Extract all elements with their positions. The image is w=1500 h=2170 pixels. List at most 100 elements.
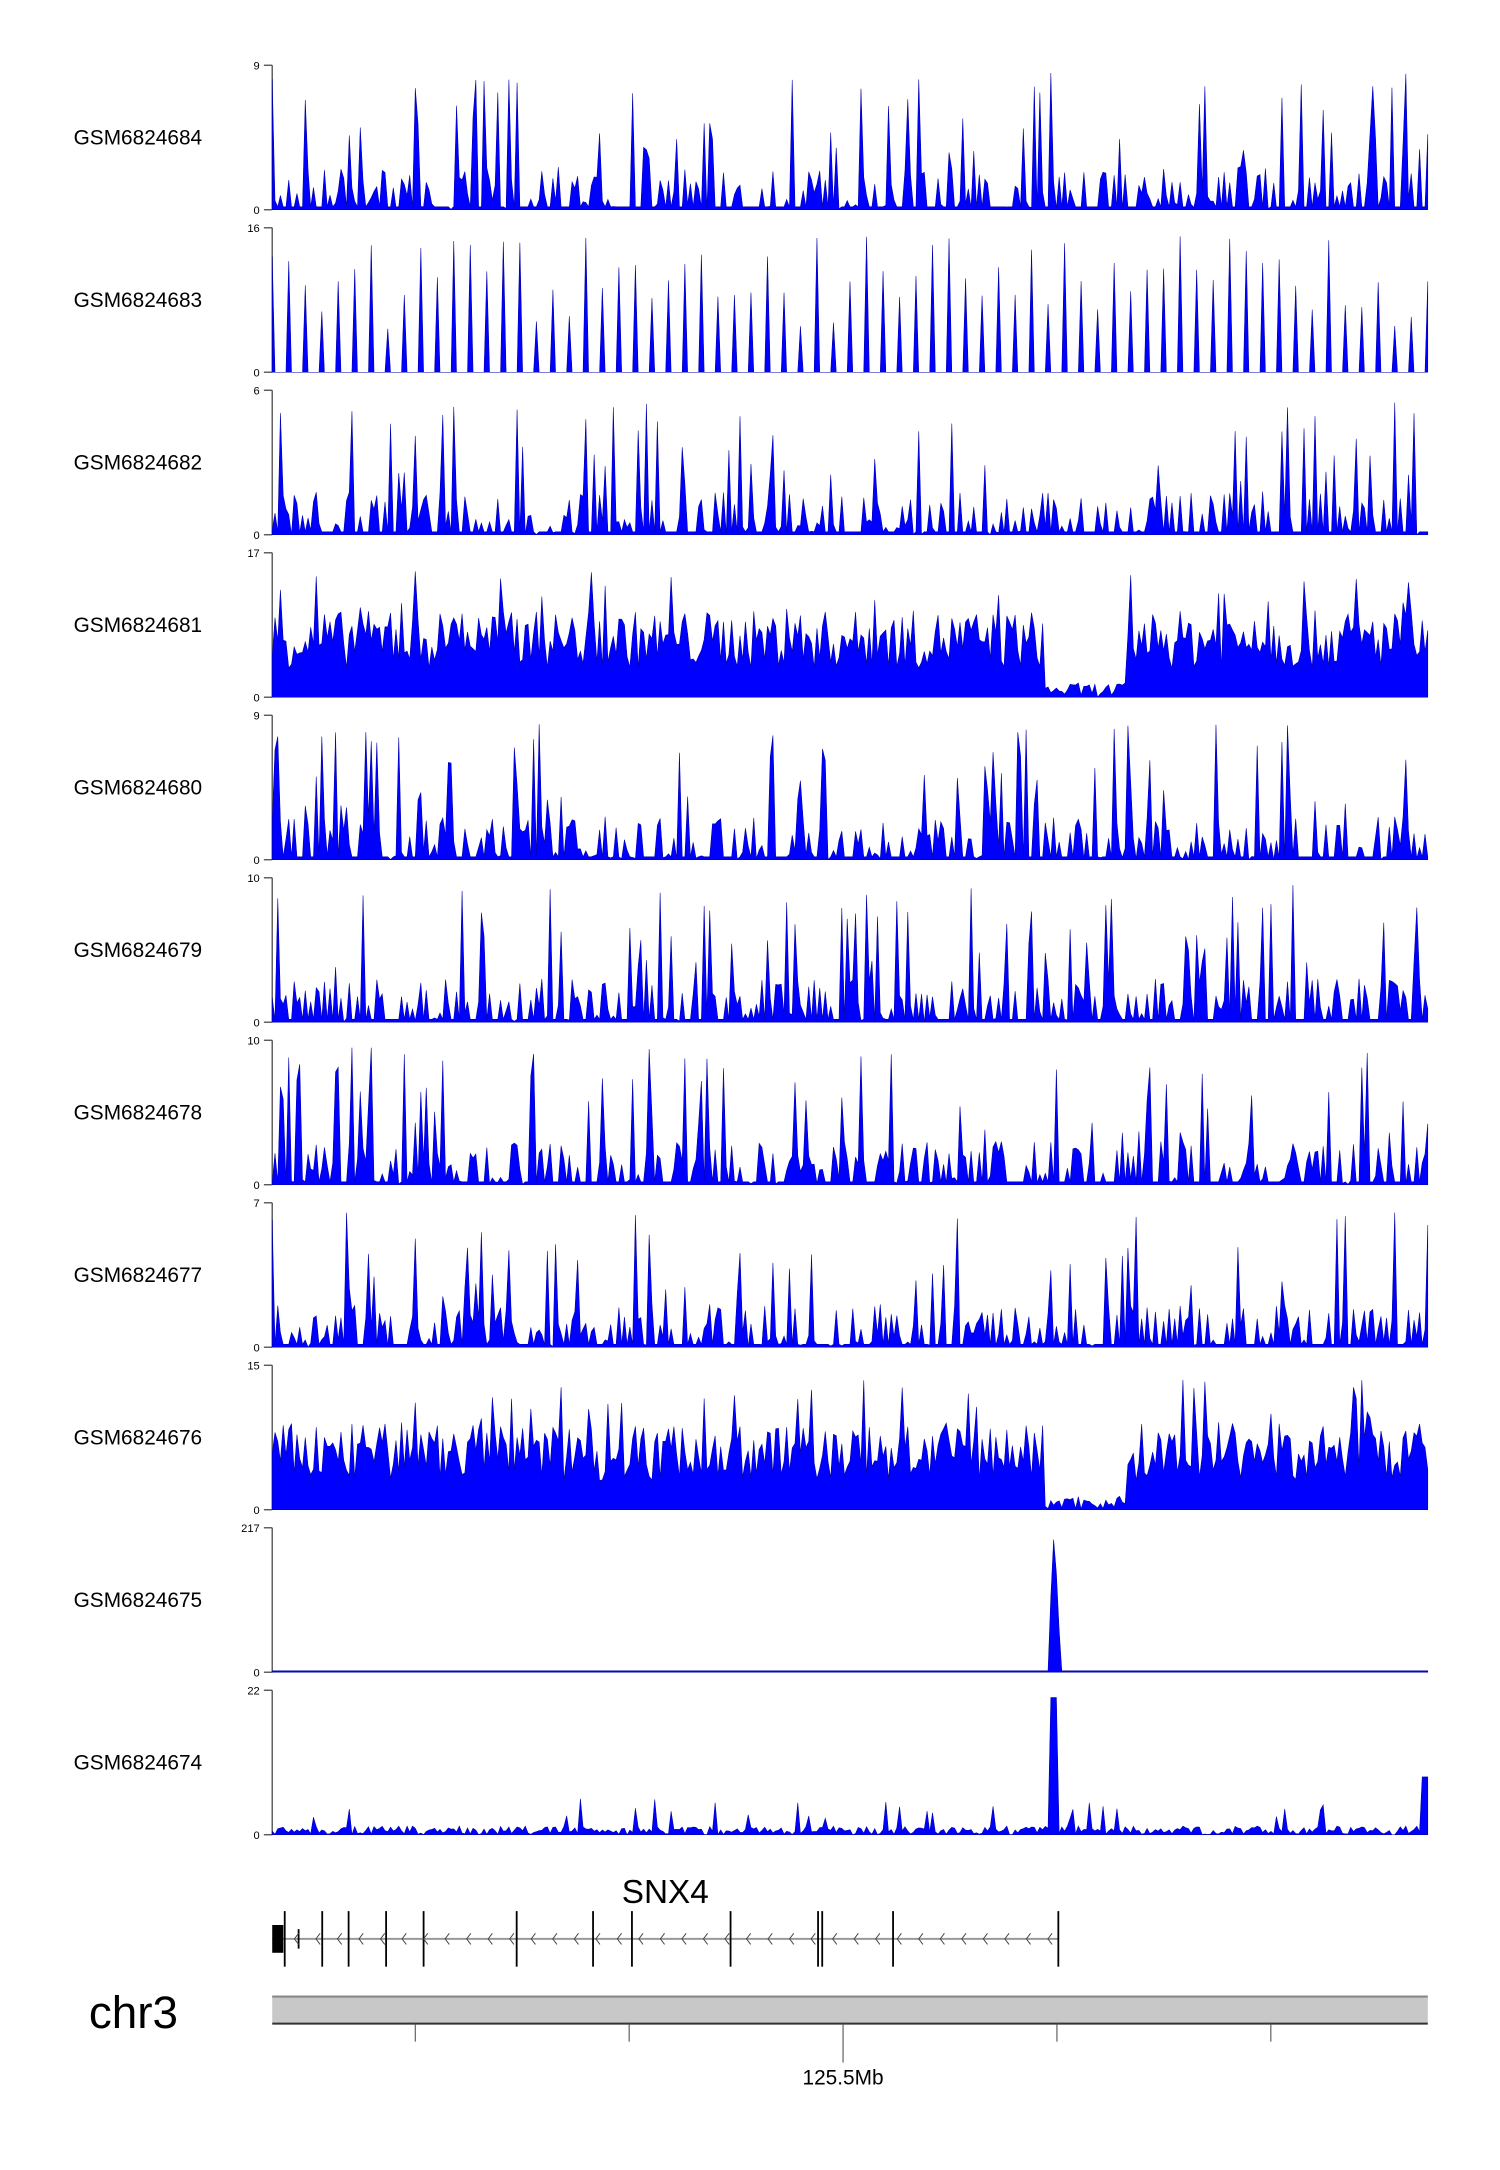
ideogram: chr3 125.5Mb (89, 1987, 1428, 2090)
y-max-label: 10 (247, 1035, 259, 1047)
strand-arrow (487, 1933, 493, 1945)
y-max-label: 9 (254, 60, 260, 72)
y-min-label: 0 (254, 530, 260, 542)
signal-area (271, 73, 1429, 210)
track-label: GSM6824675 (74, 1589, 203, 1612)
strand-arrow (595, 1933, 601, 1945)
track-label: GSM6824674 (74, 1751, 203, 1774)
strand-arrow (681, 1933, 687, 1945)
strand-arrow (961, 1933, 967, 1945)
track-GSM6824684: GSM6824684 9 0 (74, 60, 1429, 217)
signal-area (271, 1379, 1429, 1510)
strand-arrow (423, 1933, 429, 1945)
signal-area (271, 402, 1429, 536)
strand-arrow (1047, 1933, 1053, 1945)
strand-arrow (875, 1933, 881, 1945)
y-min-label: 0 (254, 205, 260, 217)
strand-arrow (853, 1933, 859, 1945)
strand-arrow (896, 1933, 902, 1945)
strand-arrow (444, 1933, 450, 1945)
y-max-label: 16 (247, 223, 259, 235)
strand-arrow (379, 1933, 386, 1945)
strand-arrow (358, 1933, 364, 1945)
signal-area (271, 1697, 1429, 1836)
strand-arrow (336, 1933, 343, 1945)
x-axis-label: 125.5Mb (803, 2067, 884, 2090)
track-GSM6824680: GSM6824680 9 0 (74, 710, 1429, 867)
y-min-label: 0 (254, 855, 260, 867)
strand-arrow (1004, 1933, 1010, 1945)
track-label: GSM6824677 (74, 1264, 203, 1287)
track-GSM6824679: GSM6824679 10 0 (74, 873, 1429, 1029)
track-GSM6824683: GSM6824683 16 0 (74, 223, 1429, 379)
gene-name: SNX4 (622, 1874, 709, 1911)
track-label: GSM6824679 (74, 939, 203, 962)
y-max-label: 9 (254, 710, 260, 722)
y-min-label: 0 (254, 367, 260, 379)
signal-area (271, 1212, 1429, 1348)
y-max-label: 22 (247, 1685, 259, 1697)
y-min-label: 0 (254, 1342, 260, 1354)
strand-arrow (702, 1933, 709, 1945)
y-min-label: 0 (254, 1180, 260, 1192)
strand-arrow (745, 1933, 752, 1945)
signal-area (271, 236, 1429, 373)
track-label: GSM6824676 (74, 1426, 203, 1449)
signal-area (271, 1539, 1429, 1673)
strand-arrow (552, 1933, 558, 1945)
y-max-label: 15 (247, 1360, 259, 1372)
strand-arrow (638, 1933, 644, 1945)
y-max-label: 217 (241, 1523, 260, 1535)
y-min-label: 0 (254, 692, 260, 704)
gene-track: SNX4 (272, 1874, 1060, 1967)
track-GSM6824677: GSM6824677 7 0 (74, 1198, 1429, 1354)
strand-arrow (466, 1933, 472, 1945)
strand-arrow (939, 1933, 945, 1945)
track-label: GSM6824681 (74, 614, 203, 637)
strand-arrow (1025, 1933, 1031, 1945)
track-GSM6824678: GSM6824678 10 0 (74, 1035, 1429, 1192)
strand-arrow (293, 1933, 300, 1945)
y-max-label: 7 (254, 1198, 260, 1210)
track-GSM6824674: GSM6824674 22 0 (74, 1685, 1429, 1842)
y-min-label: 0 (254, 1017, 260, 1029)
strand-arrow (788, 1933, 795, 1945)
strand-arrow (509, 1933, 515, 1945)
strand-arrow (616, 1933, 622, 1945)
track-label: GSM6824682 (74, 451, 203, 474)
track-GSM6824681: GSM6824681 17 0 (74, 548, 1429, 704)
signal-area (271, 571, 1429, 698)
y-min-label: 0 (254, 1667, 260, 1679)
exon-utr (272, 1925, 284, 1953)
chromosome-bar (272, 1995, 1428, 2024)
chromosome-label: chr3 (89, 1987, 178, 2038)
strand-arrow (767, 1933, 773, 1945)
y-max-label: 17 (247, 548, 259, 560)
strand-arrow (315, 1933, 321, 1945)
track-GSM6824682: GSM6824682 6 0 (74, 385, 1429, 542)
track-GSM6824675: GSM6824675 217 0 (74, 1523, 1429, 1679)
strand-arrow (401, 1933, 407, 1945)
strand-arrow (918, 1933, 924, 1945)
y-max-label: 10 (247, 873, 259, 885)
strand-arrow (810, 1933, 816, 1945)
strand-arrow (982, 1933, 988, 1945)
y-min-label: 0 (254, 1505, 260, 1517)
signal-area (271, 1047, 1429, 1185)
signal-area (271, 885, 1429, 1023)
y-min-label: 0 (254, 1830, 260, 1842)
track-label: GSM6824684 (74, 126, 203, 149)
track-GSM6824676: GSM6824676 15 0 (74, 1360, 1429, 1517)
strand-arrow (659, 1933, 665, 1945)
signal-area (271, 724, 1429, 861)
track-label: GSM6824678 (74, 1101, 203, 1124)
track-label: GSM6824680 (74, 776, 203, 799)
strand-arrow (832, 1933, 838, 1945)
strand-arrow (573, 1933, 579, 1945)
track-label: GSM6824683 (74, 289, 203, 312)
y-max-label: 6 (254, 385, 260, 397)
strand-arrow (724, 1933, 730, 1945)
strand-arrow (530, 1933, 536, 1945)
